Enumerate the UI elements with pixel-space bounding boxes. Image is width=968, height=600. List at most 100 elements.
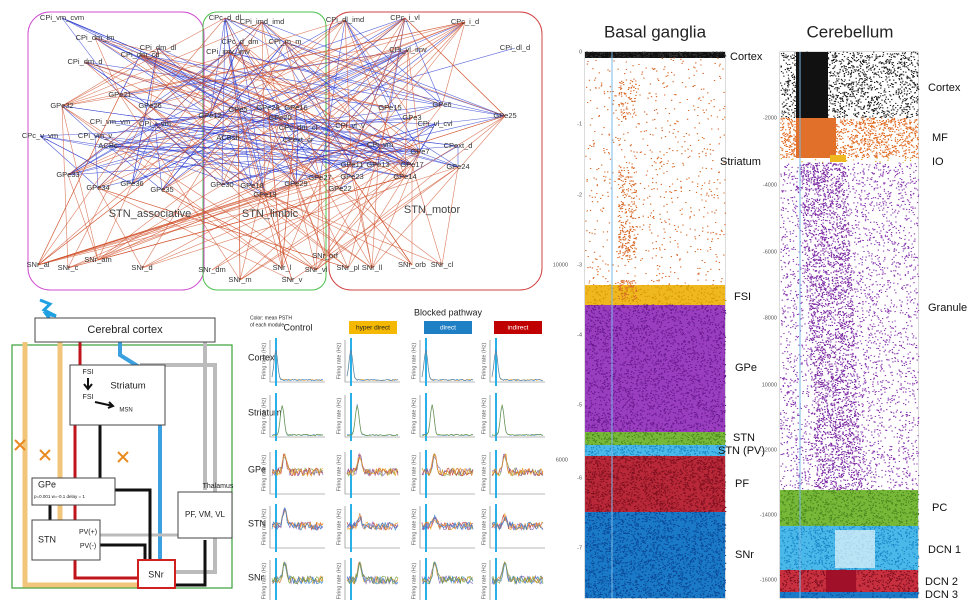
- node-label: SNr_v: [282, 275, 303, 284]
- psth-trace: [347, 562, 398, 584]
- tick-label: 10000: [762, 382, 777, 388]
- tick-label: -4000: [763, 182, 777, 188]
- y-axis-label: Firing rate (Hz): [481, 397, 487, 434]
- node-label: CPi_vm_vm: [90, 117, 130, 126]
- psth-trace: [272, 562, 323, 584]
- node-label: GPe25: [493, 111, 516, 120]
- y-axis-label: Firing rate (Hz): [336, 397, 342, 434]
- region-label: FSI: [734, 291, 751, 303]
- y-axis-label: Firing rate (Hz): [261, 342, 267, 379]
- node-label: CPi_imd_imd: [240, 17, 285, 26]
- node-label: Thalamus: [203, 483, 234, 490]
- y-axis-label: Firing rate (Hz): [481, 562, 487, 599]
- node-label: GPe6: [432, 100, 451, 109]
- node-label: SNr_d: [131, 263, 152, 272]
- node-label: CPi_vl_v: [335, 121, 365, 130]
- plot-axes: [270, 340, 325, 382]
- group-label: STN_associative: [109, 208, 192, 220]
- node-label: CPi_dm_lm: [76, 33, 115, 42]
- region-band: [780, 158, 918, 163]
- psth-trace: [347, 350, 398, 381]
- dense-band: [826, 570, 856, 592]
- plot-axes: [345, 340, 400, 382]
- node-label: STN: [38, 534, 56, 544]
- node-label: CPc_i_d: [451, 17, 479, 26]
- tick-label: -12000: [760, 447, 777, 453]
- tick-label: -6: [577, 475, 582, 481]
- column-label: Control: [283, 322, 312, 332]
- psth-trace: [272, 350, 323, 381]
- node-label: GPe24: [446, 162, 469, 171]
- node-params: p=0.001 w=-0.1 delay = 1: [34, 494, 85, 499]
- network-edge: [442, 167, 458, 265]
- y-axis-label: Firing rate (Hz): [261, 397, 267, 434]
- node-label: GPe26: [138, 101, 161, 110]
- node-label: GPe18: [240, 181, 263, 190]
- y-axis-label: Firing rate (Hz): [336, 562, 342, 599]
- node-label: SNr_ll: [362, 263, 383, 272]
- region-band: [585, 52, 725, 58]
- region-label: STN (PV): [718, 445, 765, 457]
- node-label: GPe35: [150, 185, 173, 194]
- node-label: GPe20: [268, 113, 291, 122]
- circuit: Cerebral cortex Striatum FSI FSI MSN GPe…: [12, 300, 234, 588]
- psth-trace: [492, 455, 543, 476]
- y-axis-label: Firing rate (Hz): [261, 508, 267, 545]
- projection: [100, 545, 145, 560]
- region-label: MF: [932, 132, 948, 144]
- region-label: IO: [932, 156, 944, 168]
- node-label: PV(-): [80, 543, 96, 550]
- node-label: CPc_i_vl: [390, 13, 420, 22]
- psth-trace: [422, 350, 473, 381]
- node-label: CPi_imv_imv: [206, 47, 250, 56]
- network-edge: [340, 189, 442, 265]
- node-label: SNr_orb: [398, 260, 426, 269]
- node-label: SNr_pl: [337, 263, 360, 272]
- y-axis-label: Firing rate (Hz): [261, 562, 267, 599]
- node-label: GPe36: [120, 179, 143, 188]
- network-edge: [372, 116, 505, 268]
- psth-trace: [492, 350, 543, 381]
- node-label: GPe22: [328, 184, 351, 193]
- network-edge: [38, 177, 352, 265]
- node-label: CPi_vm_v: [78, 131, 112, 140]
- node-label: CPi_dl_d: [500, 43, 530, 52]
- psth-trace: [347, 404, 398, 435]
- node-label: CPi_dl_imd: [326, 15, 364, 24]
- tick-label: 10000: [553, 262, 568, 268]
- node-label: FSI: [83, 369, 94, 376]
- raster-panels: Basal ganglia Cerebellum CortexStriatumF…: [553, 22, 967, 600]
- node-label: SNr_c: [58, 263, 79, 272]
- region-label: PF: [735, 478, 749, 490]
- node-label: CPc_v_vm: [22, 131, 58, 140]
- node-label: CPext_d: [444, 141, 473, 150]
- tick-label: -14000: [760, 512, 777, 518]
- y-axis-label: Firing rate (Hz): [411, 342, 417, 379]
- region-label: DCN 1: [928, 544, 961, 556]
- node-label: GPe15: [378, 103, 401, 112]
- node-label: ACBc: [98, 141, 117, 150]
- region-label: STN: [733, 432, 755, 444]
- tick-label: -16000: [760, 577, 777, 583]
- region-band: [780, 592, 918, 598]
- network-edge: [140, 55, 390, 108]
- region-label: GPe: [735, 362, 757, 374]
- node-label: PV(+): [79, 529, 97, 536]
- node-label: CPi_vm: [367, 140, 393, 149]
- node-label: CPi_dm_d: [67, 57, 102, 66]
- tick-label: -4: [577, 332, 582, 338]
- node-label: GPe11: [341, 160, 364, 169]
- region-label: Granule: [928, 302, 967, 314]
- node-label: GPe13: [366, 160, 389, 169]
- tick-label: -6000: [763, 249, 777, 255]
- psth-header: Blocked pathway: [414, 307, 483, 317]
- node-label: GPe29: [284, 179, 307, 188]
- node-label: CPi_m_m: [269, 37, 302, 46]
- node-label: GPe19: [253, 190, 276, 199]
- node-label: GPe23: [340, 172, 363, 181]
- node-label: GPe5: [228, 105, 247, 114]
- tick-label: -5: [577, 402, 582, 408]
- region-band: [585, 58, 725, 285]
- network-edge: [68, 177, 405, 268]
- network-edge: [408, 50, 420, 152]
